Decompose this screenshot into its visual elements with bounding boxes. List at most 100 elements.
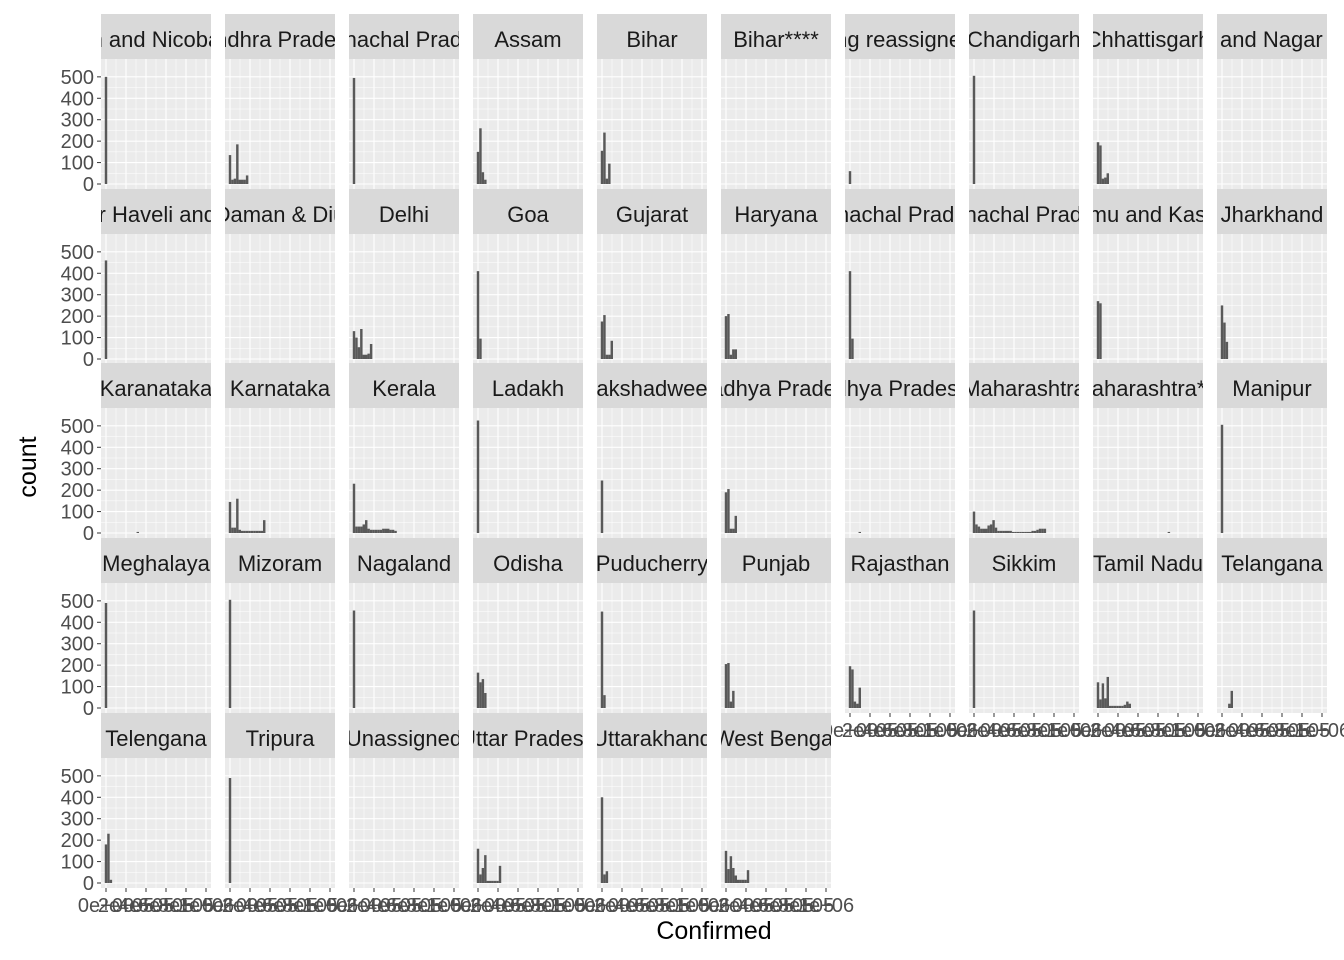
histogram-bar	[1043, 528, 1047, 533]
histogram-bar	[727, 869, 730, 883]
histogram-bar	[608, 163, 611, 184]
x-tick-label: 6e+05	[138, 895, 194, 917]
histogram-bar	[1111, 705, 1114, 708]
facet-strip	[845, 538, 955, 583]
histogram-bar	[476, 151, 480, 184]
facet-strip-label: Chandigarh	[967, 27, 1081, 52]
x-tick-label: 1e+06	[302, 895, 358, 917]
y-tick-label: 300	[61, 634, 94, 656]
histogram-bar	[231, 527, 234, 533]
histogram-bar	[1113, 705, 1117, 708]
histogram-bar	[848, 271, 852, 359]
histogram-bar	[1033, 530, 1037, 533]
facet-strip-label: Telengana	[105, 726, 207, 751]
y-tick-label: 0	[83, 349, 94, 371]
x-tick-label: 2e+05	[842, 720, 898, 742]
facet-strip	[721, 713, 831, 758]
facet-strip	[721, 14, 831, 59]
facet-strip-label: Maharashtra	[962, 376, 1086, 401]
histogram-bar	[369, 344, 373, 359]
facet-strip	[597, 363, 707, 408]
histogram-bar	[997, 530, 1000, 533]
facet-strip	[225, 14, 335, 59]
facet-strip-label: Karanataka	[100, 376, 213, 401]
facet-panel: Nagaland	[349, 538, 459, 713]
facet-panel: Chandigarh	[967, 14, 1081, 189]
histogram-bar	[1220, 424, 1224, 533]
x-tick-label: 4e+05	[490, 895, 546, 917]
histogram-bar	[104, 260, 108, 359]
facet-panel: Maharashtra	[962, 363, 1086, 538]
histogram-bar	[479, 682, 482, 708]
facet-strip-label: Dadra and Nagar Haveli	[1154, 27, 1344, 52]
x-tick-label: 4e+05	[986, 720, 1042, 742]
histogram-bar	[1104, 698, 1107, 708]
facet-strip	[597, 538, 707, 583]
histogram-bar	[372, 529, 375, 533]
facet-strip-label: Punjab	[742, 551, 811, 576]
histogram-bar	[355, 337, 358, 359]
x-tick-label: 0e+00	[326, 895, 382, 917]
x-tick-label: 2e+05	[1214, 720, 1270, 742]
histogram-bar	[605, 871, 609, 883]
y-tick-label: 100	[61, 153, 94, 175]
facet-strip-label: Tripura	[246, 726, 316, 751]
histogram-bar	[1036, 529, 1039, 533]
histogram-bar	[724, 850, 728, 883]
x-tick-label: 2e+05	[594, 895, 650, 917]
x-tick-label: 6e+05	[1130, 720, 1186, 742]
histogram-bar	[603, 695, 606, 708]
facet-strip-label: West Bengal	[714, 726, 838, 751]
y-tick-label: 500	[61, 591, 94, 613]
x-tick-label: 6e+05	[510, 895, 566, 917]
histogram-bar	[253, 530, 256, 533]
histogram-bar	[382, 528, 385, 533]
facet-strip	[473, 363, 583, 408]
facet-panel: Jharkhand	[1217, 189, 1327, 364]
facet-strip	[969, 538, 1079, 583]
histogram-bar	[1002, 530, 1005, 533]
facet-panel: Arunachal Pradesh	[969, 189, 1079, 364]
facet-strip-label: Bihar****	[733, 27, 819, 52]
histogram-bar	[724, 664, 728, 708]
y-tick-label: 200	[61, 655, 94, 677]
x-tick-label: 1e+06	[1294, 720, 1344, 742]
facet-strip	[349, 713, 459, 758]
facet-strip	[1093, 363, 1203, 408]
facet-panel: Arunachal Pradesh	[349, 14, 459, 189]
facet-strip-label: Bihar	[626, 27, 677, 52]
x-tick-label: 1e+06	[1170, 720, 1226, 742]
histogram-bar	[732, 349, 735, 359]
x-tick-label: 8e+05	[1026, 720, 1082, 742]
histogram-bar	[367, 528, 370, 533]
facet-strip-label: Sikkim	[992, 551, 1057, 576]
histogram-bar	[1106, 676, 1109, 708]
histogram-bar	[732, 868, 735, 883]
histogram-bar	[481, 172, 485, 184]
histogram-bar	[498, 865, 502, 883]
y-tick-label: 500	[61, 67, 94, 89]
histogram-bar	[1019, 531, 1022, 533]
histogram-bar	[391, 529, 395, 533]
x-tick-label: 0e+00	[574, 895, 630, 917]
histogram-bar	[228, 778, 232, 883]
facet-panel: Bihar	[597, 14, 707, 189]
facet-strip	[225, 189, 335, 234]
facet-strip	[845, 189, 955, 234]
histogram-bar	[109, 879, 113, 883]
histogram-bar	[724, 316, 728, 359]
facet-strip-label: Jammu and Kashmir	[1047, 202, 1249, 227]
y-tick-label: 400	[61, 437, 94, 459]
x-tick-label: 0e+00	[1070, 720, 1126, 742]
histogram-bar	[729, 354, 733, 359]
histogram-bar	[476, 848, 480, 883]
histogram-bar	[479, 128, 482, 184]
facet-strip-label: Meghalaya	[102, 551, 210, 576]
histogram-bar	[355, 526, 358, 533]
facet-strip-label: Daman & Diu	[215, 202, 346, 227]
facet-strip	[349, 14, 459, 59]
facet-strip	[721, 189, 831, 234]
